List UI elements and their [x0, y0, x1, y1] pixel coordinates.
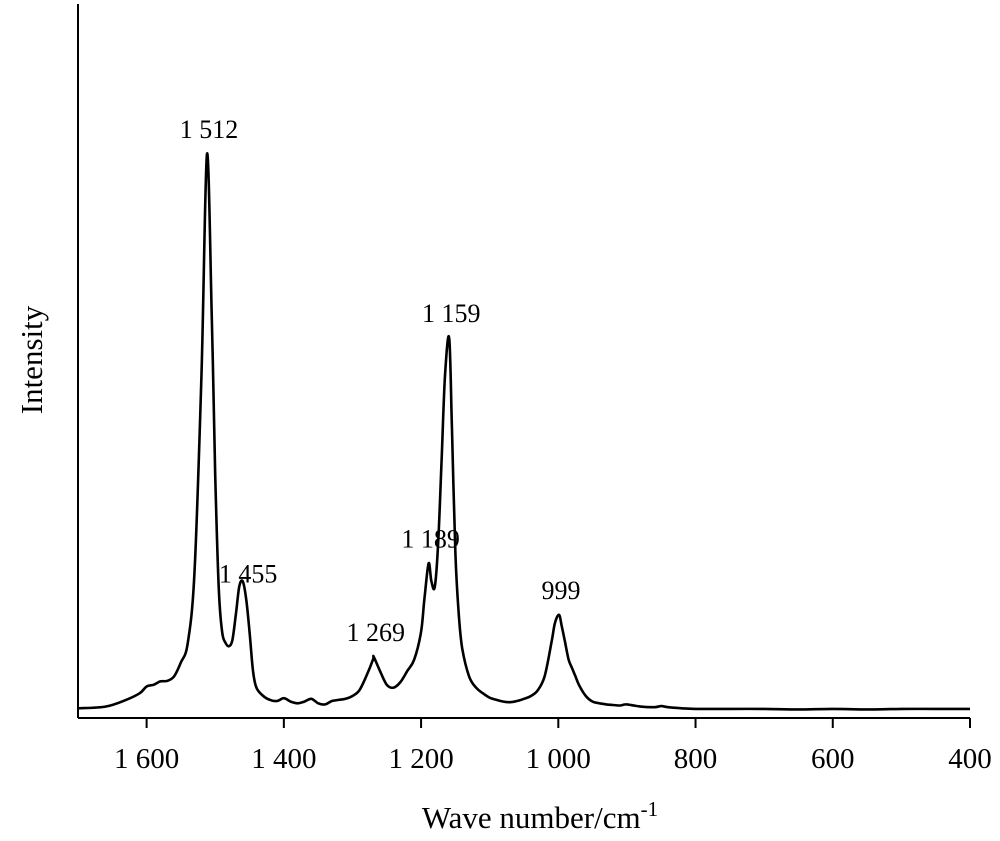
peak-label: 1 269 — [346, 618, 405, 647]
plot-area: 1 600 1 400 1 200 1 000 800 600 400 1 512 1 455… — [77, 4, 992, 775]
peak-label: 1 189 — [401, 524, 460, 553]
x-tick-label: 1 200 — [388, 743, 453, 775]
y-axis-label: Intensity — [14, 305, 49, 414]
x-tick-label: 800 — [674, 743, 718, 775]
peak-label: 1 512 — [180, 115, 239, 144]
x-tick-label: 1 600 — [114, 743, 179, 775]
x-tick-label: 600 — [811, 743, 855, 775]
x-ticks: 1 600 1 400 1 200 1 000 800 600 400 — [114, 718, 992, 775]
x-tick-label: 1 000 — [526, 743, 591, 775]
x-tick-label: 1 400 — [251, 743, 316, 775]
peak-label: 1 455 — [219, 560, 278, 589]
peak-labels: 1 512 1 455 1 269 1 189 1 159 999 — [180, 115, 581, 647]
spectrum-series-line — [77, 152, 970, 711]
peak-label: 1 159 — [422, 299, 481, 328]
x-tick-label: 400 — [948, 743, 992, 775]
x-axis-label-superscript: -1 — [641, 797, 659, 821]
x-axis-label-text: Wave number/cm — [422, 800, 641, 835]
x-axis-label: Wave number/cm-1 — [422, 797, 658, 835]
peak-label: 999 — [541, 576, 580, 605]
